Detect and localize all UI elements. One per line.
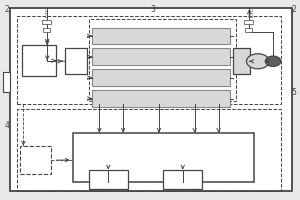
Text: 5: 5 — [292, 88, 296, 97]
Bar — [20, 146, 51, 174]
Bar — [92, 48, 230, 65]
Circle shape — [247, 54, 269, 69]
Bar — [2, 72, 10, 92]
Bar — [17, 109, 281, 191]
Text: 口: 口 — [44, 13, 47, 18]
Bar — [22, 45, 56, 76]
Text: 2: 2 — [292, 5, 296, 14]
Bar — [92, 28, 230, 44]
Text: 4: 4 — [4, 121, 10, 130]
Bar — [233, 48, 250, 74]
Bar — [245, 28, 252, 32]
Bar — [92, 69, 230, 86]
Bar — [89, 170, 128, 189]
Bar — [42, 20, 51, 24]
Text: 出: 出 — [249, 7, 252, 12]
Bar — [17, 16, 281, 104]
Text: 3: 3 — [150, 5, 155, 14]
Bar — [43, 28, 50, 32]
Text: 2: 2 — [4, 5, 9, 14]
Text: 口: 口 — [249, 13, 252, 18]
Circle shape — [265, 56, 281, 66]
Text: 进: 进 — [44, 7, 47, 12]
Bar — [65, 48, 87, 74]
Bar — [244, 20, 253, 24]
Bar — [73, 133, 254, 182]
Bar — [164, 170, 202, 189]
Bar — [89, 19, 236, 101]
Bar — [92, 90, 230, 107]
